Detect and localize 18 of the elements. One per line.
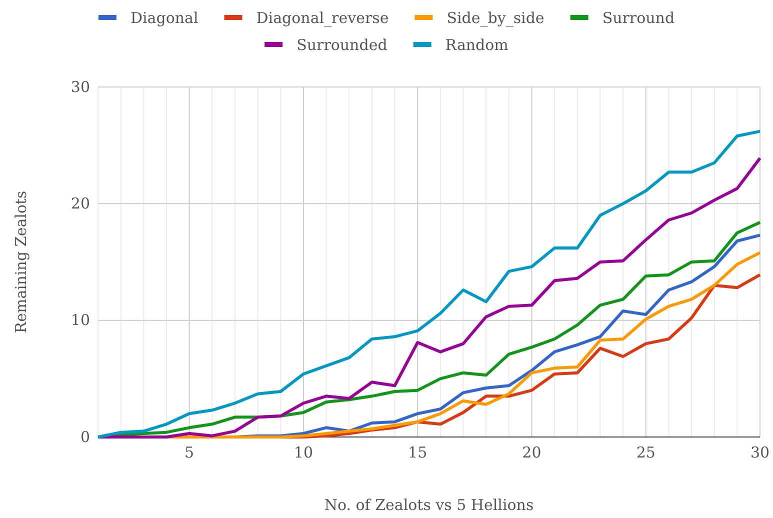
- x-tick-label: 15: [408, 444, 428, 462]
- legend-label: Surround: [602, 9, 675, 27]
- x-tick-label: 20: [522, 444, 542, 462]
- y-tick-label: 10: [70, 311, 90, 330]
- legend-label: Diagonal: [130, 9, 198, 27]
- y-tick-label: 20: [70, 194, 90, 212]
- y-axis-title: Remaining Zealots: [12, 190, 30, 334]
- y-tick-label: 30: [70, 78, 90, 96]
- legend-label: Side_by_side: [446, 9, 544, 27]
- x-axis-title: No. of Zealots vs 5 Hellions: [324, 496, 534, 514]
- legend-label: Random: [445, 36, 508, 54]
- legend-label: Diagonal_reverse: [256, 9, 389, 27]
- x-tick-label: 5: [184, 444, 194, 462]
- x-tick-label: 25: [636, 444, 656, 462]
- legend-label: Surrounded: [296, 36, 388, 54]
- y-tick-label: 0: [80, 428, 90, 446]
- x-tick-label: 30: [750, 444, 770, 462]
- x-tick-label: 10: [294, 444, 313, 462]
